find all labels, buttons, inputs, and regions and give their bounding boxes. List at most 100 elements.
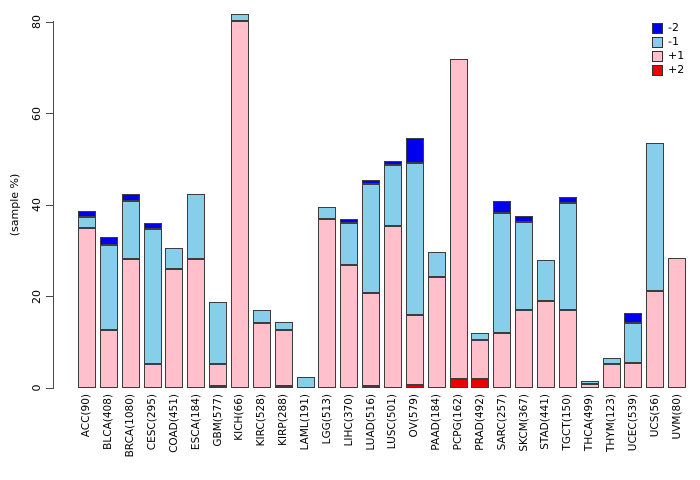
x-label-slot: THYM(123) xyxy=(601,394,623,457)
x-label-slot: ACC(90) xyxy=(76,394,98,457)
x-label: COAD(451) xyxy=(167,394,180,453)
bar-segment-plus1 xyxy=(646,291,665,388)
bar-segment-plus1 xyxy=(99,329,118,388)
x-label: UCS(56) xyxy=(648,394,661,438)
bar-pcpg xyxy=(449,58,468,388)
x-label-slot: KIRC(528) xyxy=(251,394,273,457)
x-label-slot: SKCM(367) xyxy=(513,394,535,457)
x-label-slot: PCPG(162) xyxy=(448,394,470,457)
x-label: PAAD(184) xyxy=(430,394,443,451)
bar-segment-minus2 xyxy=(405,138,424,164)
x-label-slot: TGCT(150) xyxy=(557,394,579,457)
x-label-slot: BLCA(408) xyxy=(98,394,120,457)
bar-slot xyxy=(360,0,382,388)
legend-row: +2 xyxy=(652,64,684,76)
x-label: KICH(66) xyxy=(233,394,246,441)
bar-kirc xyxy=(252,310,271,388)
bar-segment-minus2 xyxy=(99,237,118,246)
x-label: PCPG(162) xyxy=(452,394,465,451)
bar-segment-minus1 xyxy=(493,212,512,334)
bar-segment-plus1 xyxy=(230,20,249,388)
bar-slot xyxy=(76,0,98,388)
bar-segment-plus2 xyxy=(449,378,468,388)
legend-row: -2 xyxy=(652,22,684,34)
x-label: LUSC(501) xyxy=(386,394,399,450)
y-tick xyxy=(46,296,53,297)
x-label-slot: LUSC(501) xyxy=(382,394,404,457)
bar-segment-minus2 xyxy=(515,216,534,223)
bar-segment-minus1 xyxy=(383,164,402,226)
bar-slot xyxy=(535,0,557,388)
bar-ov xyxy=(405,138,424,388)
y-tick xyxy=(46,113,53,114)
bar-slot xyxy=(382,0,404,388)
x-label-slot: BRCA(1080) xyxy=(120,394,142,457)
bar-slot xyxy=(513,0,535,388)
bar-kirp xyxy=(274,322,293,388)
bar-slot xyxy=(622,0,644,388)
x-axis-labels: ACC(90) BLCA(408) BRCA(1080) CESC(295) COAD(… xyxy=(76,394,688,457)
bar-lusc xyxy=(383,161,402,388)
x-label: LIHC(370) xyxy=(342,394,355,447)
bar-segment-plus1 xyxy=(252,323,271,388)
y-tick-label: 60 xyxy=(30,106,43,121)
bar-segment-minus1 xyxy=(624,323,643,364)
bar-segment-minus2 xyxy=(340,218,359,223)
bar-coad xyxy=(165,247,184,388)
bar-slot xyxy=(251,0,273,388)
bar-slot xyxy=(404,0,426,388)
x-label-slot: OV(579) xyxy=(404,394,426,457)
bar-segment-plus1 xyxy=(383,226,402,388)
x-label-slot: KIRP(288) xyxy=(273,394,295,457)
bar-segment-plus2 xyxy=(405,384,424,388)
x-label-slot: CESC(295) xyxy=(142,394,164,457)
x-label: ESCA(184) xyxy=(189,394,202,451)
x-label: THYM(123) xyxy=(605,394,618,453)
bar-slot xyxy=(579,0,601,388)
bar-segment-minus2 xyxy=(77,210,96,217)
y-tick-label: 80 xyxy=(30,15,43,29)
x-label: THCA(499) xyxy=(583,394,596,452)
bar-segment-minus1 xyxy=(296,376,315,388)
x-label-slot: THCA(499) xyxy=(579,394,601,457)
bar-segment-plus1 xyxy=(493,333,512,388)
bar-luad xyxy=(362,180,381,388)
legend-row: +1 xyxy=(652,49,685,62)
bar-laml xyxy=(296,376,315,388)
legend-swatch xyxy=(652,22,663,34)
bar-cesc xyxy=(143,223,162,388)
bar-segment-plus1 xyxy=(580,384,599,388)
x-label: BRCA(1080) xyxy=(124,394,137,458)
y-tick-label: 0 xyxy=(30,384,43,392)
x-label: UCEC(539) xyxy=(626,394,639,452)
y-tick-label: 20 xyxy=(30,289,43,304)
bar-slot xyxy=(185,0,207,388)
bar-segment-plus1 xyxy=(515,309,534,388)
bar-segment-minus1 xyxy=(77,216,96,228)
bar-slot xyxy=(316,0,338,388)
bar-segment-minus1 xyxy=(602,358,621,365)
bar-segment-plus2 xyxy=(209,385,228,388)
bar-slot xyxy=(448,0,470,388)
bar-segment-minus1 xyxy=(252,310,271,323)
bar-slot xyxy=(98,0,120,388)
bar-segment-plus1 xyxy=(187,259,206,388)
bar-slot xyxy=(120,0,142,388)
legend-swatch xyxy=(652,64,663,76)
bar-prad xyxy=(471,333,490,388)
bar-thca xyxy=(580,381,599,388)
bar-segment-minus2 xyxy=(143,223,162,229)
bar-slot xyxy=(491,0,513,388)
legend-label: +1 xyxy=(668,49,685,62)
x-label-slot: UCEC(539) xyxy=(622,394,644,457)
bar-segment-plus2 xyxy=(471,378,490,388)
legend-swatch xyxy=(652,50,663,62)
bar-segment-minus1 xyxy=(318,207,337,220)
bar-segment-plus1 xyxy=(274,330,293,386)
bar-segment-minus1 xyxy=(515,222,534,310)
bar-segment-plus1 xyxy=(165,268,184,388)
bar-segment-plus2 xyxy=(362,385,381,388)
bar-segment-plus1 xyxy=(602,364,621,388)
bar-slot xyxy=(644,0,666,388)
